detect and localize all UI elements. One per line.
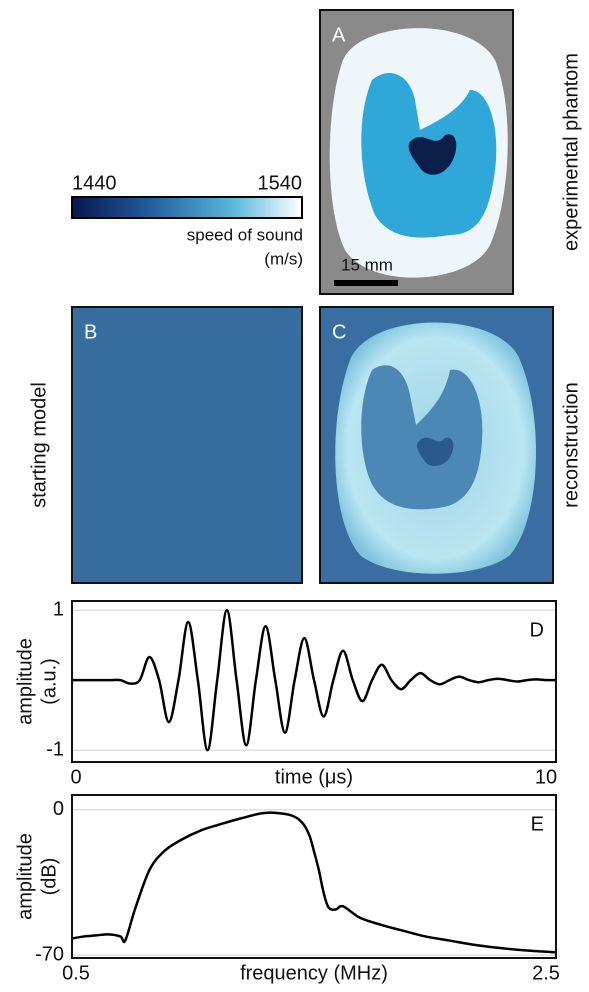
- plot-frame: [71, 794, 557, 959]
- panel-letter: E: [531, 813, 544, 835]
- model-image: [71, 306, 303, 584]
- x-tick-label: 0.5: [62, 962, 90, 984]
- panel-letter: C: [332, 321, 346, 343]
- panel-letter: A: [332, 24, 346, 46]
- data-line: [72, 608, 557, 752]
- phantom-ventricle: [408, 134, 457, 175]
- colorbar-min: 1440: [72, 172, 117, 194]
- scale-bar-label: 15 mm: [341, 255, 393, 274]
- x-tick-label: 10: [535, 766, 557, 788]
- colorbar-label: speed of sound: [187, 225, 303, 244]
- x-axis-label: time (μs): [275, 766, 353, 788]
- y-tick-label: 0: [53, 798, 64, 820]
- x-tick-label: 0: [70, 766, 81, 788]
- colorbar: [71, 196, 303, 219]
- panel-a: A 15 mm experimental phantom: [319, 9, 582, 295]
- colorbar-max: 1540: [258, 172, 303, 194]
- reconstructed-tissue: [361, 365, 483, 510]
- x-axis-label: frequency (MHz): [240, 962, 388, 984]
- reconstructed-ventricle: [417, 437, 454, 466]
- y-tick-label: 1: [53, 598, 64, 620]
- panel-title: starting model: [28, 382, 50, 508]
- data-line: [71, 811, 557, 954]
- scale-bar: [334, 280, 398, 286]
- y-tick-label: -1: [46, 738, 64, 760]
- panel-c: C reconstruction: [319, 306, 582, 584]
- y-axis-label: (a.u.): [38, 658, 60, 705]
- panel-b: B starting model: [28, 306, 303, 584]
- colorbar-unit: (m/s): [264, 249, 303, 268]
- plot-frame: [71, 600, 557, 763]
- y-axis-label: (dB): [38, 858, 60, 896]
- panel-letter: D: [530, 619, 544, 641]
- panel-letter: B: [84, 321, 97, 343]
- y-tick-label: -70: [35, 943, 64, 965]
- panel-title: reconstruction: [560, 382, 582, 508]
- y-axis-label: amplitude: [14, 638, 36, 725]
- y-axis-label: amplitude: [14, 833, 36, 920]
- x-tick-label: 2.5: [532, 962, 560, 984]
- panel-title: experimental phantom: [560, 53, 582, 251]
